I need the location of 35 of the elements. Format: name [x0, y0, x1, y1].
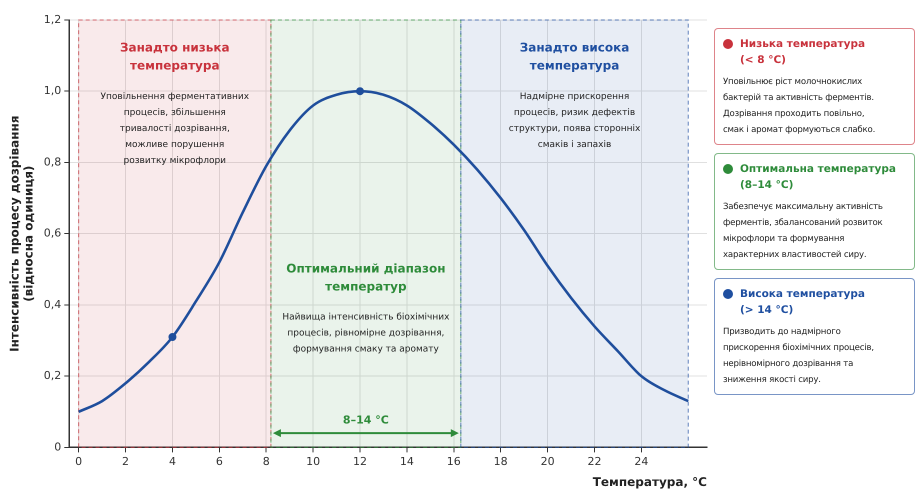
band-label: Занадто низька температура [120, 40, 230, 73]
band-label: Оптимальний діапазон температур [286, 261, 446, 294]
x-tick-label: 14 [400, 454, 414, 468]
y-axis-title: Інтенсивність процесу дозрівання (відносна одиниця) [7, 116, 36, 352]
x-tick-label: 16 [446, 454, 461, 468]
x-tick-label: 4 [168, 454, 176, 468]
y-tick-label: 0,2 [44, 369, 62, 382]
x-tick-label: 8 [262, 454, 270, 468]
text: Висока температура (> 14 °C) [740, 287, 865, 318]
y-tick-label: 0 [54, 440, 62, 454]
annotation: Надмірне прискорення процесів, ризик дефектів структури, поява сторонніх смаків і запахів [508, 92, 641, 150]
y-tick-label: 1,0 [44, 84, 62, 98]
annotation: Уповільнення ферментативних процесів, збільшення тривалості дозрівання, можливе порушення розвитку мікрофлори [100, 92, 250, 166]
x-tick-label: 0 [75, 454, 82, 468]
x-tick-label: 2 [122, 454, 130, 468]
x-tick-label: 22 [587, 454, 602, 468]
y-tick-label: 0,6 [44, 226, 62, 240]
annotation: Найвища інтенсивність біохімічних процесів, рівномірне дозрівання, формування смаку та аромату [282, 312, 450, 355]
x-tick-label: 6 [216, 454, 223, 468]
text: Призводить до надмірного прискорення біохімічних процесів, нерівномірного дозрівання та зниження якості сиру. [723, 326, 875, 387]
text: Низька температура (< 8 °C) [740, 37, 866, 68]
text: Уповільнює ріст молочнокислих бактерій та активність ферментів. Дозрівання проходить повільно, смак і аромат формуються слабко. [723, 76, 876, 137]
annotation: 8–14 °C [342, 414, 389, 427]
x-axis-title: Температура, °C [592, 474, 708, 489]
x-tick-label: 10 [306, 454, 320, 468]
x-tick-label: 24 [634, 454, 648, 468]
x-tick-label: 18 [494, 454, 508, 468]
y-tick-label: 0,8 [44, 155, 62, 168]
x-tick-label: 12 [353, 454, 368, 468]
y-tick-label: 0,4 [44, 298, 62, 311]
band-label: Занадто висока температура [520, 40, 630, 73]
y-tick-label: 1,2 [44, 12, 62, 26]
x-tick-label: 20 [540, 454, 555, 468]
text: Забезпечує максимальну активність ферментів, збалансований розвиток мікрофлори та формування характерних властивостей сиру. [723, 201, 884, 262]
text: Оптимальна температура (8–14 °C) [740, 162, 896, 193]
